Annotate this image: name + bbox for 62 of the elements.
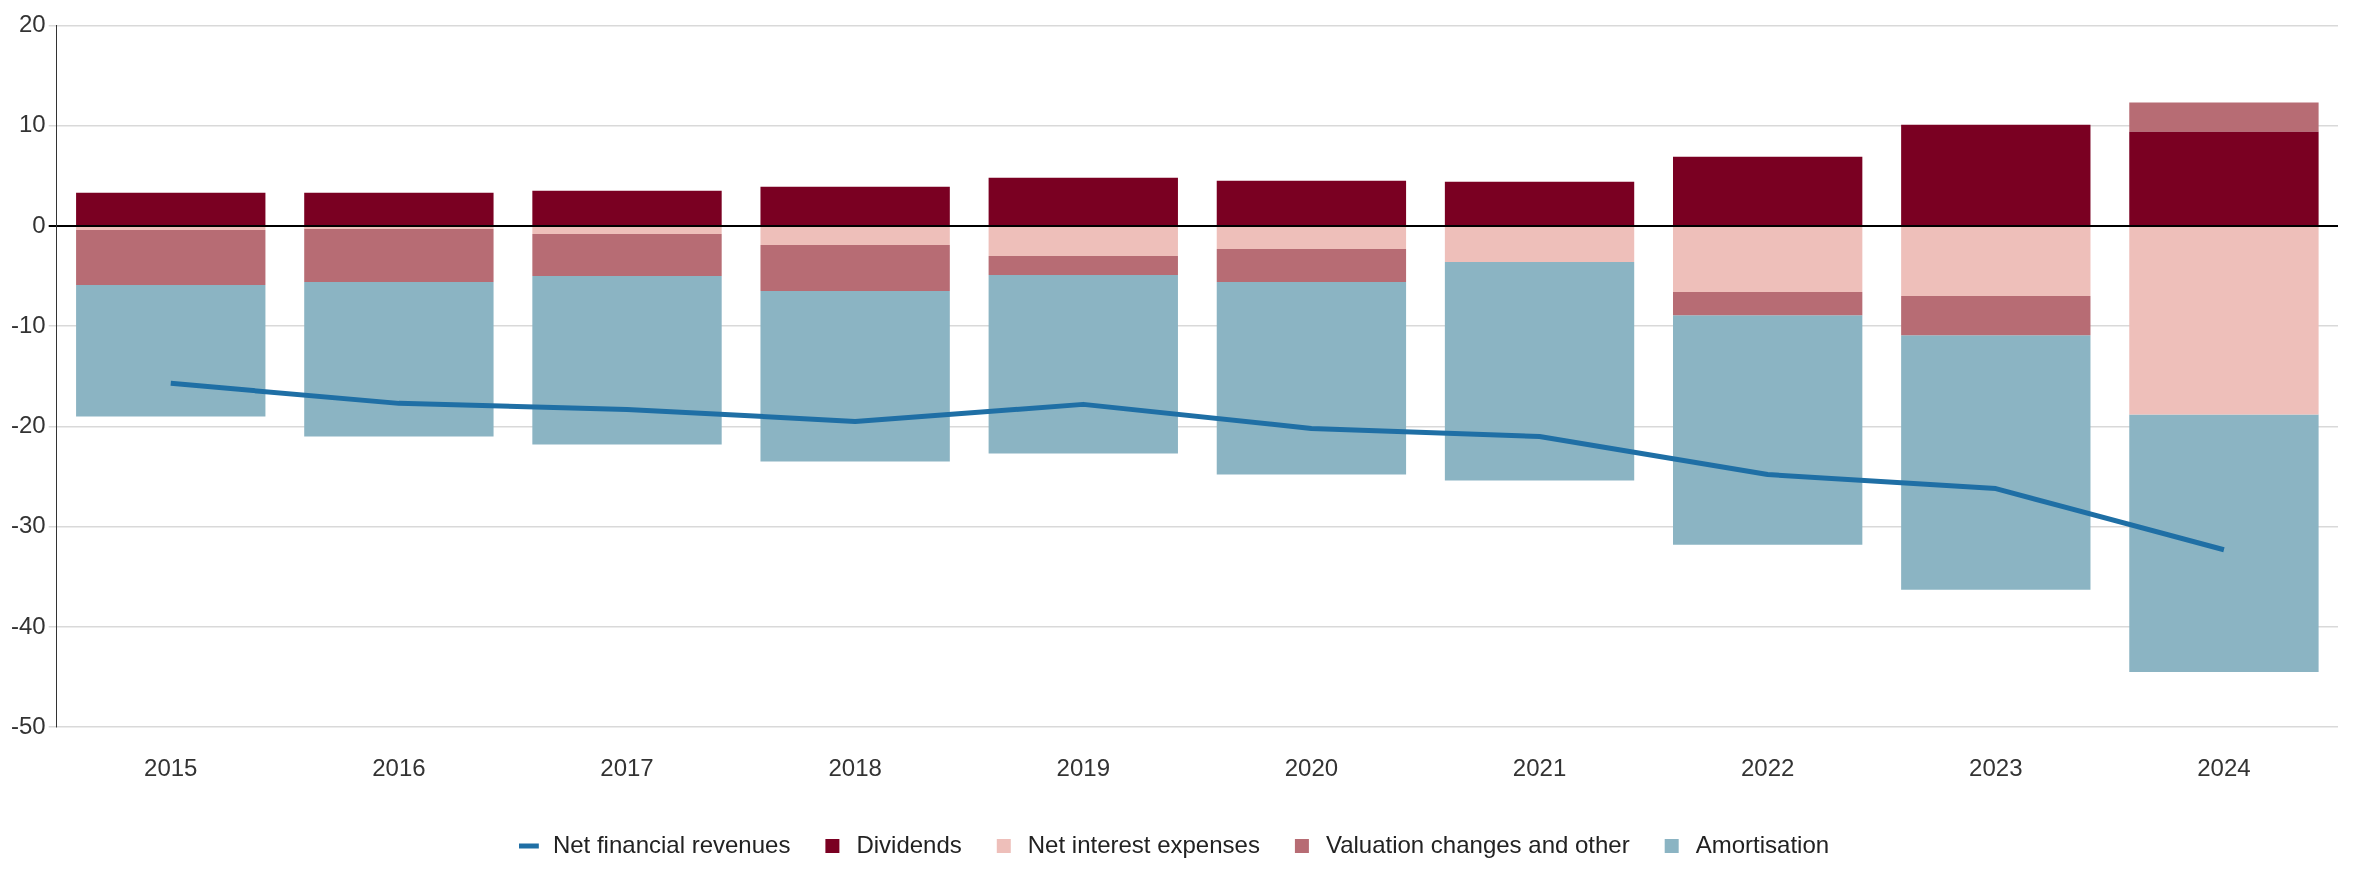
bar [1216,226,1407,249]
bar [532,276,722,445]
legend-label: Net interest expenses [1027,830,1260,858]
bar [988,226,1178,256]
bar [304,226,494,229]
bar [988,177,1178,225]
y-tick-label: -20 [11,411,46,439]
bar [2129,102,2319,132]
y-tick-label: -10 [11,310,46,338]
bar [1216,282,1407,475]
bar [76,285,266,417]
x-tick-label: 2022 [1740,754,1795,782]
bar [76,192,266,225]
x-tick-label: 2015 [144,754,198,782]
bar [1216,248,1407,283]
legend-label: Valuation changes and other [1325,830,1630,858]
legend-label: Net financial revenues [552,830,791,858]
bar [1673,315,1863,545]
x-tick-label: 2023 [1969,754,2023,782]
bar [1444,181,1635,225]
bar [760,186,950,225]
bar [988,255,1178,276]
bar [1673,292,1863,316]
y-tick-label: 0 [32,210,46,238]
bar [304,192,494,225]
bar [304,282,494,437]
bar [1901,296,2091,336]
bar [760,244,950,292]
y-tick-label: 10 [18,110,46,138]
bar [532,233,722,277]
bar [532,190,722,225]
bar [760,291,950,462]
y-tick-label: -30 [11,511,46,539]
bar [1901,335,2091,590]
bar [1444,262,1635,481]
bar [2129,414,2319,673]
x-tick-label: 2024 [2197,754,2251,782]
y-tick-label: -50 [11,711,46,739]
x-tick-label: 2020 [1284,754,1339,782]
bar [1673,156,1863,225]
bar [760,226,950,245]
x-tick-label: 2017 [600,754,654,782]
legend-label: Dividends [856,830,962,858]
y-tick-label: -40 [11,611,46,639]
bar [304,228,494,283]
bar [1901,226,2091,297]
bar [76,229,266,286]
y-tick-label: 20 [18,10,46,38]
bar [76,226,266,230]
x-tick-label: 2016 [372,754,426,782]
bar [1216,180,1407,225]
x-tick-label: 2018 [828,754,882,782]
bar [2129,131,2319,225]
bar [988,275,1178,454]
x-tick-label: 2021 [1512,754,1567,782]
bar [532,226,722,234]
legend-label: Amortisation [1695,830,1830,858]
bar [1673,226,1863,293]
x-tick-label: 2019 [1056,754,1110,782]
bar [1901,124,2091,225]
bar [2129,226,2319,415]
bar [1444,226,1635,263]
